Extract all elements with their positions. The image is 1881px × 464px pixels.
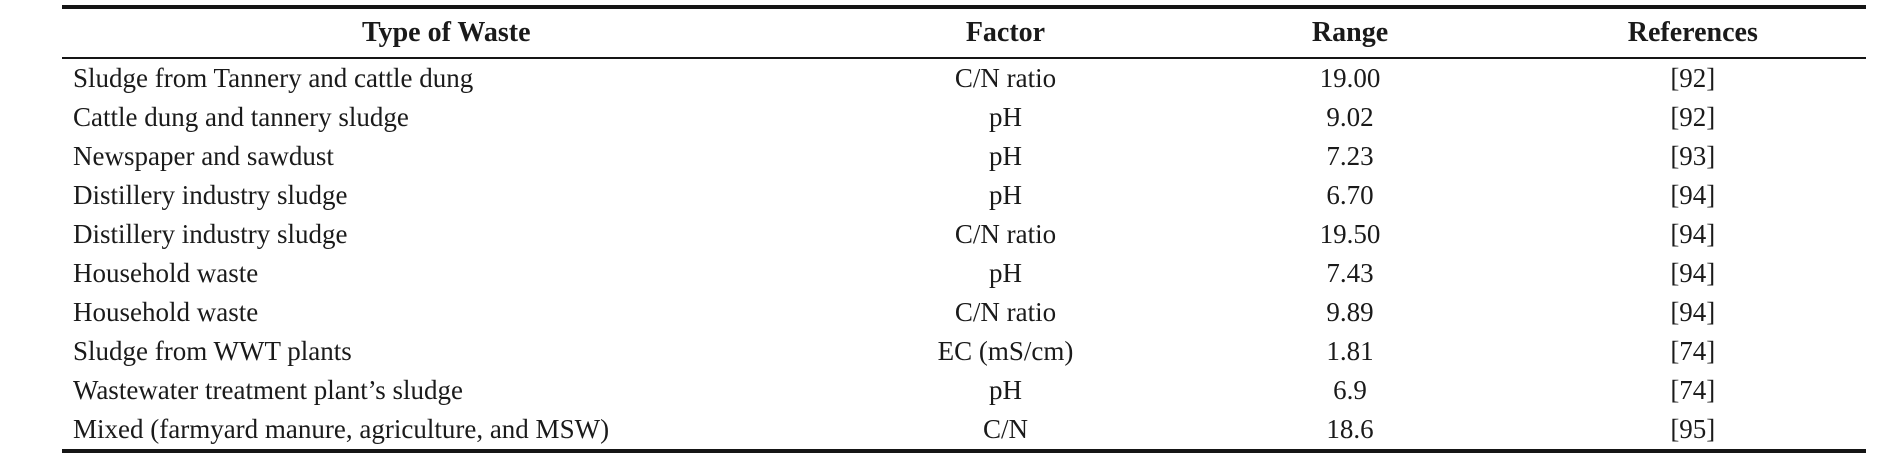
table-cell: C/N ratio: [954, 219, 1057, 249]
table-cell: pH: [988, 375, 1022, 405]
table-cell: [74]: [1670, 336, 1716, 366]
table-cell: pH: [988, 141, 1022, 171]
table-body: Sludge from Tannery and cattle dung C/N r…: [62, 58, 1866, 451]
table-cell: 7.43: [1326, 258, 1374, 288]
table-row: Sludge from WWT plants EC (mS/cm) 1.81 [74]: [62, 332, 1866, 371]
table-cell: C/N ratio: [954, 63, 1057, 93]
table-row: Cattle dung and tannery sludge pH 9.02 [92]: [62, 98, 1866, 137]
column-header-factor: Factor: [830, 7, 1181, 59]
column-header-references: References: [1519, 7, 1866, 59]
table-cell: [74]: [1670, 375, 1716, 405]
table-cell: [94]: [1670, 258, 1716, 288]
table-cell: 19.00: [1319, 63, 1381, 93]
table-cell: pH: [988, 180, 1022, 210]
table-row: Household waste C/N ratio 9.89 [94]: [62, 293, 1866, 332]
table-cell: 1.81: [1326, 336, 1374, 366]
table-header: Type of Waste Factor Range References: [62, 7, 1866, 59]
table-cell: Cattle dung and tannery sludge: [73, 102, 409, 132]
table-cell: [94]: [1670, 297, 1716, 327]
table-cell: 18.6: [1326, 414, 1374, 444]
table-cell: C/N ratio: [954, 297, 1057, 327]
table-cell: [94]: [1670, 180, 1716, 210]
table-row: Mixed (farmyard manure, agriculture, and…: [62, 410, 1866, 451]
table-cell: Sludge from Tannery and cattle dung: [73, 63, 474, 93]
table-cell: 7.23: [1326, 141, 1374, 171]
table-cell: 6.9: [1333, 375, 1367, 405]
table-cell: pH: [988, 258, 1022, 288]
table-cell: pH: [988, 102, 1022, 132]
waste-factor-table-container: Type of Waste Factor Range References Sl…: [62, 5, 1866, 453]
table-cell: Distillery industry sludge: [73, 180, 348, 210]
table-row: Sludge from Tannery and cattle dung C/N r…: [62, 58, 1866, 98]
table-cell: [92]: [1670, 63, 1716, 93]
table-row: Newspaper and sawdust pH 7.23 [93]: [62, 137, 1866, 176]
table-row: Household waste pH 7.43 [94]: [62, 254, 1866, 293]
table-cell: Household waste: [73, 258, 259, 288]
table-cell: [92]: [1670, 102, 1716, 132]
column-header-range: Range: [1180, 7, 1520, 59]
table-cell: 6.70: [1326, 180, 1374, 210]
table-cell: [95]: [1670, 414, 1716, 444]
table-cell: 9.89: [1326, 297, 1374, 327]
table-row: Wastewater treatment plant’s sludge pH 6.9…: [62, 371, 1866, 410]
waste-factor-table: Type of Waste Factor Range References Sl…: [62, 5, 1866, 453]
table-cell: Sludge from WWT plants: [73, 336, 352, 366]
table-cell: [94]: [1670, 219, 1716, 249]
table-row: Distillery industry sludge C/N ratio 19.50…: [62, 215, 1866, 254]
table-header-row: Type of Waste Factor Range References: [62, 7, 1866, 59]
table-cell: Mixed (farmyard manure, agriculture, and…: [73, 414, 610, 444]
table-row: Distillery industry sludge pH 6.70 [94]: [62, 176, 1866, 215]
table-cell: 9.02: [1326, 102, 1374, 132]
table-cell: Household waste: [73, 297, 259, 327]
table-cell: C/N: [982, 414, 1028, 444]
table-cell: Wastewater treatment plant’s sludge: [73, 375, 463, 405]
column-header-type-of-waste: Type of Waste: [62, 7, 831, 59]
table-cell: 19.50: [1319, 219, 1381, 249]
table-cell: [93]: [1670, 141, 1716, 171]
table-cell: EC (mS/cm): [937, 336, 1074, 366]
table-cell: Distillery industry sludge: [73, 219, 348, 249]
table-cell: Newspaper and sawdust: [73, 141, 334, 171]
